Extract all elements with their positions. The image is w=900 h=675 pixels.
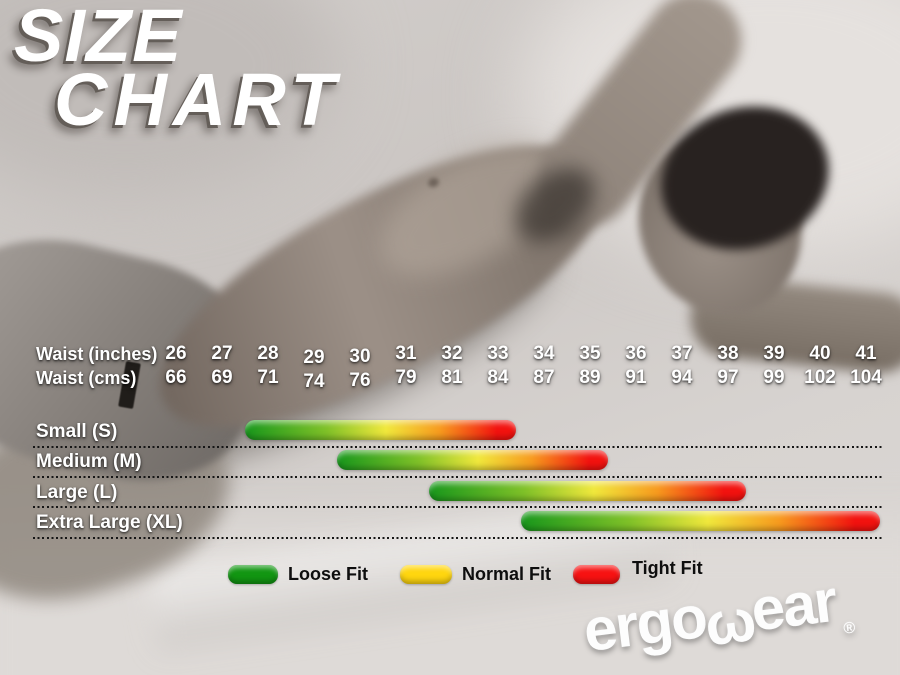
- waist-inches-value: 36: [625, 343, 647, 364]
- size-row-label: Medium (M): [36, 451, 142, 473]
- logo-text-ergo: ergo: [579, 582, 710, 665]
- waist-cms-value: 91: [625, 367, 647, 388]
- title-line-2: CHART: [54, 58, 342, 142]
- waist-inches-value: 38: [717, 343, 739, 364]
- size-range-bar: [337, 450, 609, 471]
- size-range-bar: [245, 420, 517, 440]
- waist-cms-value: 97: [717, 367, 739, 388]
- legend-label: Normal Fit: [462, 564, 552, 584]
- waist-inches-value: 31: [395, 343, 417, 364]
- waist-cms-value: 94: [671, 367, 693, 388]
- size-row-label: Extra Large (XL): [36, 512, 183, 534]
- legend-swatch: [400, 565, 452, 584]
- waist-inches-label: Waist (inches): [36, 344, 158, 364]
- row-dotted-divider: [33, 536, 882, 539]
- waist-cms-value: 89: [579, 367, 601, 388]
- waist-inches-value: 39: [763, 343, 785, 364]
- waist-cms-value: 79: [395, 367, 417, 388]
- waist-cms-value: 104: [850, 367, 882, 388]
- waist-inches-value: 29: [303, 347, 325, 368]
- page-title: SIZE CHART: [14, 0, 342, 142]
- waist-inches-value: 28: [257, 343, 279, 364]
- size-row-label: Small (S): [36, 421, 118, 442]
- row-dotted-divider: [33, 475, 882, 478]
- waist-cms-row: 66 69 71 74 76 79 81 84 87 89 91 94 97 99 102 104: [0, 367, 900, 392]
- waist-inches-value: 40: [809, 343, 831, 364]
- waist-inches-value: 35: [579, 343, 601, 364]
- waist-inches-row: 26 27 28 29 30 31 32 33 34 35 36 37 38 39 40 41: [0, 343, 900, 368]
- waist-inches-value: 27: [211, 343, 233, 364]
- waist-cms-value: 71: [257, 367, 279, 388]
- waist-cms-value: 84: [487, 367, 509, 388]
- waist-inches-value: 37: [671, 343, 693, 364]
- waist-cms-value: 69: [211, 367, 233, 388]
- title-line-1: SIZE: [14, 0, 183, 77]
- legend-swatch: [228, 565, 278, 584]
- registered-trademark-icon: ®: [842, 619, 857, 638]
- size-row-label: Large (L): [36, 481, 118, 503]
- row-dotted-divider: [33, 506, 882, 509]
- waist-cms-value: 87: [533, 367, 555, 388]
- legend-swatch: [573, 565, 620, 584]
- legend-label: Loose Fit: [288, 564, 368, 584]
- row-dotted-divider: [33, 445, 882, 448]
- waist-cms-value: 102: [804, 367, 836, 388]
- waist-cms-label: Waist (cms): [36, 368, 137, 388]
- legend-label: Tight Fit: [632, 558, 703, 578]
- waist-inches-value: 34: [533, 343, 555, 364]
- waist-cms-value: 99: [763, 367, 785, 388]
- waist-inches-value: 41: [855, 343, 877, 364]
- size-range-bar: [429, 480, 747, 501]
- size-range-bar: [521, 511, 880, 532]
- waist-cms-value: 74: [303, 371, 325, 392]
- waist-inches-value: 30: [349, 346, 371, 367]
- waist-inches-value: 33: [487, 343, 509, 364]
- waist-cms-value: 76: [349, 370, 371, 391]
- waist-inches-value: 32: [441, 343, 463, 364]
- logo-text-ear: ear: [747, 566, 840, 644]
- waist-cms-value: 66: [165, 367, 187, 388]
- logo-omega-glyph: ω: [701, 585, 758, 659]
- waist-inches-value: 26: [165, 343, 187, 364]
- waist-cms-value: 81: [441, 367, 463, 388]
